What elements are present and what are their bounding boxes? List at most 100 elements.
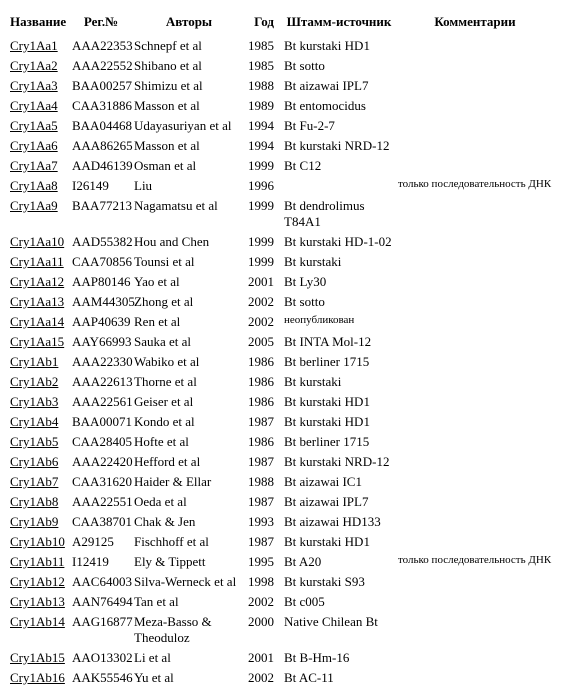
cell-authors: Masson et al — [132, 136, 246, 156]
cell-strain: Bt A20 — [282, 552, 396, 572]
name-link[interactable]: Cry1Ab16 — [10, 670, 65, 685]
header-name: Название — [8, 10, 70, 36]
table-row: Cry1Aa11CAA70856Tounsi et al1999Bt kurst… — [8, 252, 554, 272]
name-link[interactable]: Cry1Ab6 — [10, 454, 58, 469]
name-link[interactable]: Cry1Aa7 — [10, 158, 58, 173]
cell-comments — [396, 156, 554, 176]
cell-authors: Tan et al — [132, 592, 246, 612]
table-row: Cry1Ab6AAA22420Hefford et al1987Bt kurst… — [8, 452, 554, 472]
cell-authors: Zhong et al — [132, 292, 246, 312]
cell-name: Cry1Aa11 — [8, 252, 70, 272]
cell-reg: AAD55382 — [70, 232, 132, 252]
cell-authors: Nagamatsu et al — [132, 196, 246, 232]
name-link[interactable]: Cry1Ab11 — [10, 554, 64, 569]
cell-authors: Schnepf et al — [132, 36, 246, 56]
cell-name: Cry1Ab8 — [8, 492, 70, 512]
cell-name: Cry1Ab3 — [8, 392, 70, 412]
cell-reg: CAA38701 — [70, 512, 132, 532]
name-link[interactable]: Cry1Ab3 — [10, 394, 58, 409]
cell-reg: AAC64003 — [70, 572, 132, 592]
cell-year: 1985 — [246, 36, 282, 56]
table-row: Cry1Aa2AAA22552Shibano et al1985Bt sotto — [8, 56, 554, 76]
cell-authors: Geiser et al — [132, 392, 246, 412]
name-link[interactable]: Cry1Aa10 — [10, 234, 64, 249]
table-row: Cry1Ab4BAA00071Kondo et al1987Bt kurstak… — [8, 412, 554, 432]
cell-comments — [396, 272, 554, 292]
cell-year: 1999 — [246, 252, 282, 272]
cell-reg: BAA77213 — [70, 196, 132, 232]
cell-authors: Masson et al — [132, 96, 246, 116]
name-link[interactable]: Cry1Aa8 — [10, 178, 58, 193]
name-link[interactable]: Cry1Ab9 — [10, 514, 58, 529]
name-link[interactable]: Cry1Ab2 — [10, 374, 58, 389]
header-year: Год — [246, 10, 282, 36]
cell-year: 1987 — [246, 532, 282, 552]
name-link[interactable]: Cry1Aa11 — [10, 254, 64, 269]
cell-year: 2002 — [246, 312, 282, 332]
cell-strain: Bt kurstaki HD1 — [282, 412, 396, 432]
cell-name: Cry1Ab9 — [8, 512, 70, 532]
cell-year: 1999 — [246, 156, 282, 176]
cell-year: 1989 — [246, 96, 282, 116]
name-link[interactable]: Cry1Ab13 — [10, 594, 65, 609]
name-link[interactable]: Cry1Aa12 — [10, 274, 64, 289]
name-link[interactable]: Cry1Ab4 — [10, 414, 58, 429]
cell-reg: AAO13302 — [70, 648, 132, 668]
cell-reg: AAD46139 — [70, 156, 132, 176]
cell-strain: неопубликован — [282, 312, 396, 332]
name-link[interactable]: Cry1Ab10 — [10, 534, 65, 549]
name-link[interactable]: Cry1Ab15 — [10, 650, 65, 665]
name-link[interactable]: Cry1Ab12 — [10, 574, 65, 589]
cell-name: Cry1Ab12 — [8, 572, 70, 592]
cell-year: 1986 — [246, 392, 282, 412]
name-link[interactable]: Cry1Aa3 — [10, 78, 58, 93]
cell-strain: Bt Ly30 — [282, 272, 396, 292]
table-row: Cry1Ab8AAA22551Oeda et al1987Bt aizawai … — [8, 492, 554, 512]
name-link[interactable]: Cry1Aa5 — [10, 118, 58, 133]
name-link[interactable]: Cry1Aa15 — [10, 334, 64, 349]
cell-reg: CAA28405 — [70, 432, 132, 452]
cell-name: Cry1Ab2 — [8, 372, 70, 392]
cell-strain: Bt aizawai IPL7 — [282, 492, 396, 512]
name-link[interactable]: Cry1Aa2 — [10, 58, 58, 73]
table-row: Cry1Ab13AAN76494Tan et al2002Bt c005 — [8, 592, 554, 612]
name-link[interactable]: Cry1Aa13 — [10, 294, 64, 309]
table-row: Cry1Aa9BAA77213Nagamatsu et al1999Bt den… — [8, 196, 554, 232]
cell-name: Cry1Aa7 — [8, 156, 70, 176]
name-link[interactable]: Cry1Aa14 — [10, 314, 64, 329]
table-row: Cry1Ab1AAA22330Wabiko et al1986Bt berlin… — [8, 352, 554, 372]
cell-name: Cry1Aa14 — [8, 312, 70, 332]
cell-authors: Kondo et al — [132, 412, 246, 432]
name-link[interactable]: Cry1Ab14 — [10, 614, 65, 629]
name-link[interactable]: Cry1Aa4 — [10, 98, 58, 113]
cell-name: Cry1Ab10 — [8, 532, 70, 552]
cell-name: Cry1Ab7 — [8, 472, 70, 492]
cell-authors: Ren et al — [132, 312, 246, 332]
cell-authors: Osman et al — [132, 156, 246, 176]
cell-comments — [396, 332, 554, 352]
name-link[interactable]: Cry1Aa9 — [10, 198, 58, 213]
cell-strain: Bt kurstaki — [282, 252, 396, 272]
name-link[interactable]: Cry1Ab8 — [10, 494, 58, 509]
cell-name: Cry1Ab4 — [8, 412, 70, 432]
cell-name: Cry1Aa12 — [8, 272, 70, 292]
cell-reg: AAY66993 — [70, 332, 132, 352]
cell-year: 1986 — [246, 372, 282, 392]
table-row: Cry1Ab10A29125Fischhoff et al1987Bt kurs… — [8, 532, 554, 552]
cell-reg: AAG16877 — [70, 612, 132, 648]
cell-strain: Bt aizawai HD133 — [282, 512, 396, 532]
name-link[interactable]: Cry1Ab7 — [10, 474, 58, 489]
table-row: Cry1Aa12AAP80146Yao et al2001Bt Ly30 — [8, 272, 554, 292]
name-link[interactable]: Cry1Aa1 — [10, 38, 58, 53]
name-link[interactable]: Cry1Ab5 — [10, 434, 58, 449]
cry-table: Название Рег.№ Авторы Год Штамм-источник… — [8, 10, 554, 688]
cell-name: Cry1Ab6 — [8, 452, 70, 472]
name-link[interactable]: Cry1Ab1 — [10, 354, 58, 369]
cell-strain — [282, 176, 396, 196]
cell-authors: Meza-Basso & Theoduloz — [132, 612, 246, 648]
cell-authors: Udayasuriyan et al — [132, 116, 246, 136]
name-link[interactable]: Cry1Aa6 — [10, 138, 58, 153]
table-row: Cry1Ab7CAA31620Haider & Ellar1988Bt aiza… — [8, 472, 554, 492]
cell-comments — [396, 96, 554, 116]
cell-year: 1996 — [246, 176, 282, 196]
